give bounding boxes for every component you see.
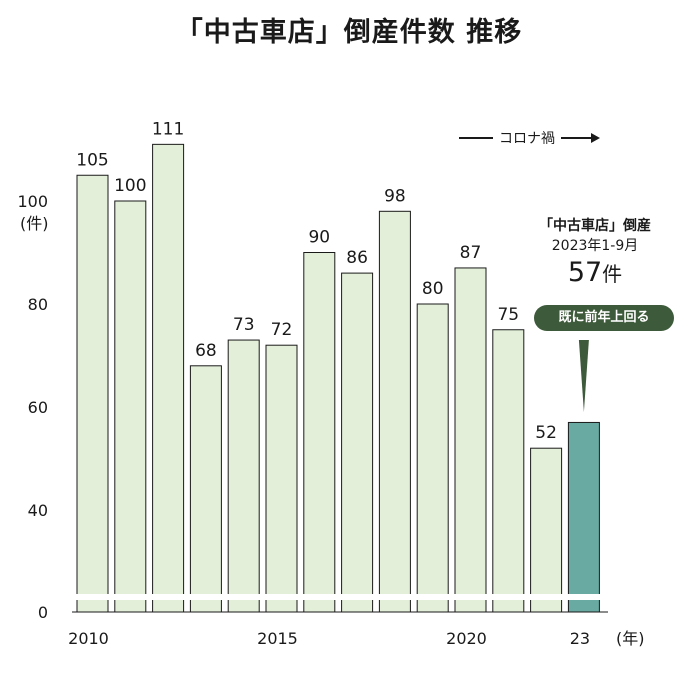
bar-2021 — [492, 329, 525, 613]
y-axis-label: (件) — [20, 214, 49, 233]
x-axis-label: (年) — [616, 629, 645, 648]
bar-2015 — [265, 344, 298, 613]
bar-2013 — [189, 365, 222, 613]
corona-annotation: コロナ禍 — [459, 128, 600, 148]
y-tick-80: 80 — [28, 295, 48, 314]
bar-2019 — [416, 303, 449, 613]
callout-period: 2023年1-9月 — [551, 238, 639, 254]
value-label-2010: 105 — [76, 150, 108, 170]
bar-2014 — [227, 339, 260, 613]
y-tick-0: 0 — [38, 603, 48, 622]
bars-group — [72, 143, 608, 613]
value-label-2014: 73 — [233, 315, 255, 335]
value-label-2012: 111 — [152, 119, 184, 139]
status-badge: 既に前年上回る — [534, 305, 674, 331]
value-label-2013: 68 — [195, 341, 217, 361]
y-tick-40: 40 — [28, 501, 48, 520]
y-tick-100: 100 — [17, 192, 48, 211]
callout-unit: 件 — [602, 262, 623, 286]
bar-2011 — [114, 200, 147, 613]
value-label-2021: 75 — [497, 305, 519, 325]
chart-title: 「中古車店」倒産件数 推移 — [175, 17, 523, 48]
right-arrow-icon — [561, 133, 600, 143]
value-label-2022: 52 — [535, 423, 557, 443]
bar-2017 — [341, 272, 374, 613]
bar-2022 — [530, 447, 563, 613]
x-tick-2015: 2015 — [257, 629, 298, 648]
value-label-2018: 98 — [384, 186, 406, 206]
value-label-2011: 100 — [114, 176, 146, 196]
x-tick-23: 23 — [570, 629, 590, 648]
callout-value: 57件 — [520, 256, 670, 291]
bar-2018 — [378, 210, 411, 613]
value-labels-group: 105 100 111 68 73 72 90 86 98 80 87 75 52 — [76, 119, 557, 443]
bar-2012 — [152, 143, 185, 613]
value-label-2017: 86 — [346, 248, 368, 268]
callout-title: 「中古車店」倒産 — [539, 218, 651, 234]
value-label-2020: 87 — [460, 243, 482, 263]
x-axis: 2010 2015 2020 23 (年) — [68, 629, 644, 648]
bar-2023 — [567, 421, 600, 613]
value-label-2015: 72 — [271, 320, 293, 340]
value-label-2019: 80 — [422, 279, 444, 299]
axis-break — [72, 594, 608, 600]
x-tick-2020: 2020 — [446, 629, 487, 648]
bar-2010 — [76, 174, 109, 613]
bar-2016 — [303, 252, 336, 613]
bar-2020 — [454, 267, 487, 613]
y-tick-60: 60 — [28, 398, 48, 417]
callout-number: 57 — [567, 257, 603, 288]
corona-line — [459, 137, 493, 139]
corona-label: コロナ禍 — [499, 131, 555, 147]
callout-2023: 「中古車店」倒産 2023年1-9月 57件 — [520, 216, 670, 291]
y-axis: 0 40 60 80 100 (件) — [17, 192, 48, 622]
callout-pointer — [578, 340, 589, 412]
value-label-2016: 90 — [308, 228, 330, 248]
x-tick-2010: 2010 — [68, 629, 109, 648]
